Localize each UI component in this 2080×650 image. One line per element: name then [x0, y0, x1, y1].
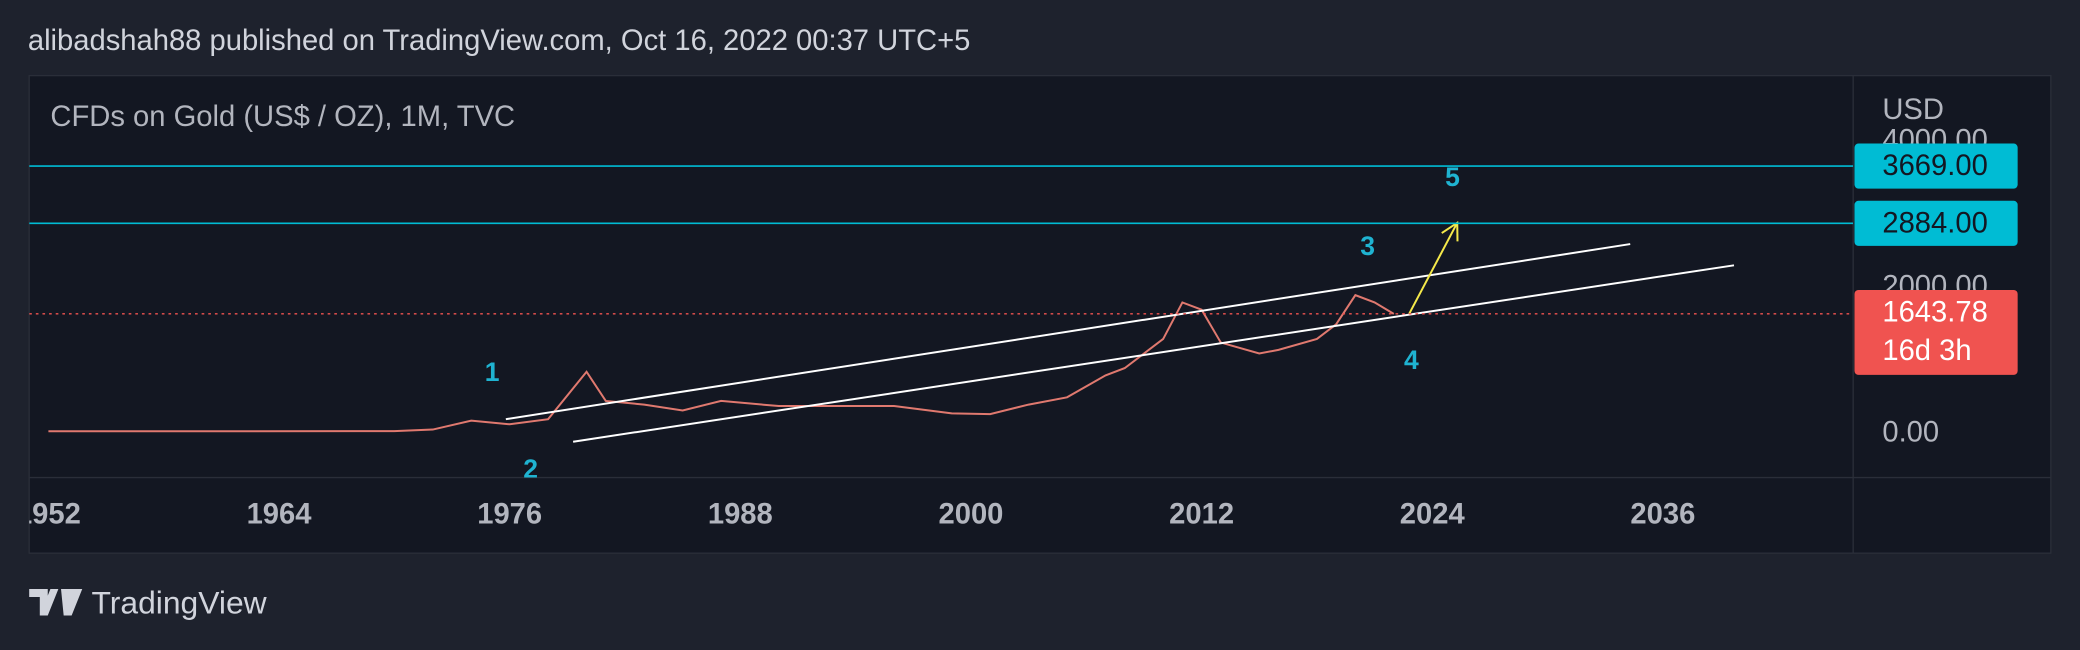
publish-header: alibadshah88 published on TradingView.co…	[28, 25, 971, 57]
wave-label: 2	[523, 454, 538, 484]
x-tick-label: 2000	[939, 499, 1004, 531]
symbol-title: CFDs on Gold (US$ / OZ), 1M, TVC	[50, 101, 515, 133]
wave-label: 1	[485, 357, 500, 387]
x-tick-label: 2024	[1400, 499, 1466, 531]
countdown-label: 16d 3h	[1882, 335, 1971, 367]
x-tick-label: 1952	[16, 499, 81, 531]
level-label: 3669.00	[1882, 150, 1987, 182]
logo: TradingView	[29, 584, 268, 620]
x-tick-label: 1976	[477, 499, 542, 531]
brand: TradingView	[92, 584, 268, 620]
y-tick-label: 0.00	[1882, 416, 1939, 448]
last-price-badge	[1854, 289, 2018, 375]
trendline	[505, 243, 1631, 421]
wave-label: 3	[1360, 231, 1375, 261]
wave-label: 4	[1404, 345, 1419, 375]
x-tick-label: 2036	[1630, 499, 1695, 531]
wave-label: 5	[1445, 162, 1460, 192]
last-price-label: 1643.78	[1882, 297, 1987, 329]
x-tick-label: 1988	[708, 499, 773, 531]
x-tick-label: 2012	[1169, 499, 1234, 531]
trendline	[1408, 222, 1459, 315]
level-badge	[1854, 200, 2018, 246]
trendline	[572, 264, 1735, 443]
price-line	[48, 293, 1395, 433]
logo-icon	[29, 588, 83, 616]
level-label: 2884.00	[1882, 207, 1987, 239]
currency-label: USD	[1882, 94, 1944, 126]
level-badge	[1854, 143, 2018, 189]
x-tick-label: 1964	[247, 499, 313, 531]
